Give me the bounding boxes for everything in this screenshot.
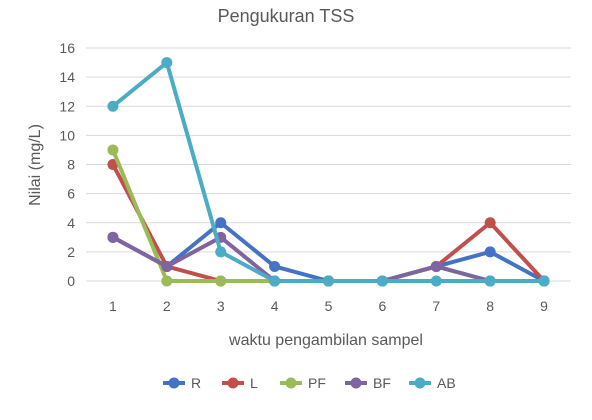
x-tick-label: 2 [163,298,171,314]
data-point-ab [215,246,227,258]
data-point-l [484,217,496,229]
x-tick-label: 1 [109,298,117,314]
chart-title: Pengukuran TSS [218,6,355,26]
legend-item-ab: AB [409,375,456,391]
y-axis-label: Nilai (mg/L) [27,124,44,206]
data-point-ab [323,275,334,287]
x-tick-label: 5 [325,298,333,314]
legend-item-r: R [163,375,201,391]
y-tick-label: 12 [59,98,75,114]
data-point-ab [484,275,496,287]
legend-label-r: R [191,375,201,391]
legend-item-l: L [222,375,258,391]
series-line-ab [110,60,547,283]
gridlines [86,47,571,282]
y-tick-label: 6 [67,186,75,202]
x-tick-label: 3 [217,298,225,314]
legend-marker-bf [350,377,362,389]
x-tick-label: 8 [486,298,494,314]
y-tick-label: 0 [67,273,75,289]
data-point-ab [376,275,388,287]
data-point-bf [107,231,119,243]
y-tick-label: 16 [59,40,75,56]
y-tick-label: 4 [67,215,75,231]
legend: R L PF BF AB [163,375,456,391]
y-tick-label: 10 [59,127,75,143]
series-lines [107,57,550,287]
x-tick-label: 6 [378,298,386,314]
legend-label-l: L [250,375,258,391]
data-point-ab [107,100,119,112]
y-tick-label: 8 [67,157,75,173]
data-point-pf [215,275,227,287]
data-point-bf [430,260,442,272]
data-point-ab [538,275,550,287]
legend-marker-ab [414,377,426,389]
series-ab [107,57,550,287]
y-tick-label: 14 [59,69,75,85]
x-tick-label: 7 [432,298,440,314]
data-point-ab [430,275,442,287]
legend-label-bf: BF [373,375,391,391]
data-point-r [269,260,281,272]
x-tick-label: 9 [540,298,548,314]
data-point-ab [161,57,173,69]
y-axis-ticks: 0 2 4 6 8 10 12 14 16 [59,40,75,289]
legend-marker-l [227,377,239,389]
legend-marker-pf [285,377,297,389]
data-point-bf [161,260,173,272]
series-pf [107,144,550,287]
x-tick-label: 4 [271,298,279,314]
series-line-bf [110,235,547,283]
x-axis-ticks: 1 2 3 4 5 6 7 8 9 [109,298,548,314]
data-point-pf [161,275,173,287]
x-axis-label: waktu pengambilan sampel [228,332,423,349]
legend-label-pf: PF [308,375,326,391]
y-tick-label: 2 [67,244,75,260]
data-point-r [215,217,227,229]
legend-item-pf: PF [280,375,326,391]
legend-item-bf: BF [345,375,391,391]
data-point-ab [269,275,281,287]
data-point-r [484,246,496,258]
legend-marker-r [168,377,180,389]
legend-label-ab: AB [437,375,456,391]
data-point-pf [107,144,119,156]
